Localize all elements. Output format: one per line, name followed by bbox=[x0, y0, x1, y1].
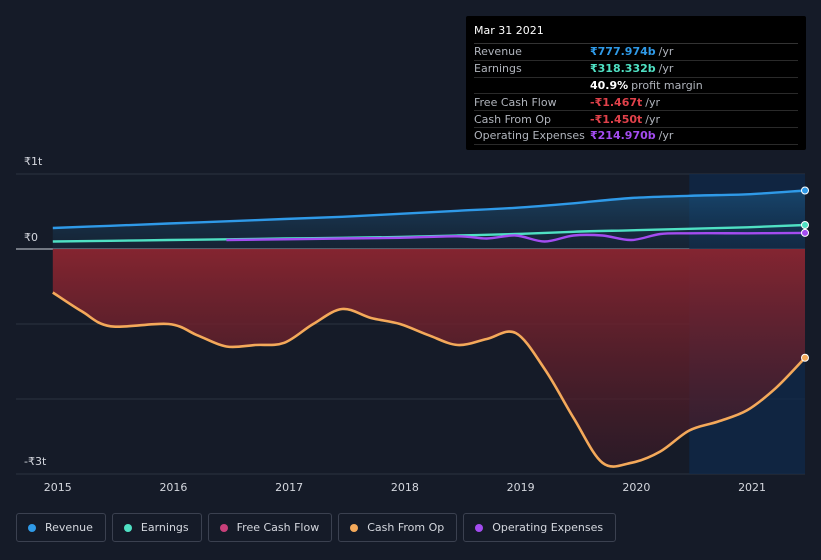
x-tick-label: 2018 bbox=[391, 481, 419, 494]
legend-label: Cash From Op bbox=[367, 521, 445, 534]
tooltip-row-value: ₹214.970b bbox=[590, 129, 656, 143]
tooltip-row-value: 40.9% bbox=[590, 78, 629, 92]
tooltip-row: Free Cash Flow -₹1.467t/yr bbox=[474, 94, 798, 112]
x-tick-label: 2019 bbox=[507, 481, 535, 494]
legend-label: Revenue bbox=[45, 521, 93, 534]
y-tick-label: ₹0 bbox=[24, 231, 38, 244]
revenue-area bbox=[52, 190, 806, 249]
operating-expenses-end-dot bbox=[801, 228, 809, 237]
tooltip-row-label: Free Cash Flow bbox=[474, 95, 557, 109]
legend-dot-icon bbox=[475, 523, 484, 532]
series-lines bbox=[52, 189, 806, 468]
tooltip-row-value: -₹1.450t bbox=[590, 112, 643, 126]
operating-expenses-line bbox=[226, 231, 806, 243]
tooltip-row-unit: /yr bbox=[658, 45, 674, 59]
tooltip-date: Mar 31 2021 bbox=[474, 22, 798, 44]
legend-dot-icon bbox=[28, 523, 36, 532]
tooltip-row-unit: profit margin bbox=[631, 78, 703, 92]
legend-item-revenue[interactable]: Revenue bbox=[16, 513, 106, 542]
series-end-dots bbox=[801, 186, 809, 362]
tooltip-row-value: ₹777.974b bbox=[590, 45, 656, 59]
tooltip-row: Operating Expenses ₹214.970b/yr bbox=[474, 128, 798, 145]
legend-item-cash-from-op[interactable]: Cash From Op bbox=[338, 513, 458, 542]
tooltip-row: Revenue ₹777.974b/yr bbox=[474, 44, 798, 61]
legend-item-operating-expenses[interactable]: Operating Expenses bbox=[463, 513, 617, 542]
legend-label: Operating Expenses bbox=[492, 521, 604, 534]
y-tick-label: -₹3t bbox=[24, 455, 47, 468]
legend-label: Earnings bbox=[140, 521, 189, 534]
cash-from-op-end-dot bbox=[801, 353, 809, 362]
x-tick-label: 2017 bbox=[275, 481, 303, 494]
series-areas bbox=[52, 190, 806, 467]
revenue-end-dot bbox=[801, 186, 809, 195]
x-tick-label: 2020 bbox=[622, 481, 650, 494]
y-tick-label: ₹1t bbox=[24, 155, 43, 168]
tooltip-row: 40.9% profit margin bbox=[474, 78, 798, 95]
x-tick-label: 2021 bbox=[738, 481, 766, 494]
revenue-line bbox=[52, 189, 806, 230]
tooltip-row-label: Revenue bbox=[474, 45, 522, 59]
legend-item-free-cash-flow[interactable]: Free Cash Flow bbox=[207, 513, 333, 542]
cash-from-op-area bbox=[52, 249, 806, 467]
tooltip-row-label: Earnings bbox=[474, 62, 522, 76]
legend-dot-icon bbox=[350, 523, 359, 532]
legend-dot-icon bbox=[123, 523, 132, 532]
tooltip-row-unit: /yr bbox=[645, 95, 661, 109]
earnings-end-dot bbox=[801, 221, 809, 229]
x-tick-label: 2016 bbox=[159, 481, 187, 494]
x-tick-label: 2015 bbox=[44, 481, 72, 494]
legend: Revenue Earnings Free Cash Flow Cash From O… bbox=[16, 513, 617, 542]
legend-dot-icon bbox=[219, 523, 228, 532]
tooltip-row: Cash From Op -₹1.450t/yr bbox=[474, 111, 798, 128]
tooltip-row: Earnings ₹318.332b/yr bbox=[474, 61, 798, 78]
x-tick-labels: 2015 2016 2017 2018 2019 2020 2021 bbox=[44, 481, 766, 494]
tooltip-row-label: Operating Expenses bbox=[474, 129, 585, 143]
tooltip-panel: Mar 31 2021 Revenue ₹777.974b/yr Earnings ₹… bbox=[466, 16, 806, 150]
cash-from-op-line bbox=[52, 291, 806, 468]
y-tick-labels: ₹1t ₹0 -₹3t bbox=[24, 155, 47, 468]
legend-item-earnings[interactable]: Earnings bbox=[111, 513, 202, 542]
tooltip-row-unit: /yr bbox=[645, 112, 661, 126]
tooltip-row-unit: /yr bbox=[658, 129, 674, 143]
tooltip-row-value: -₹1.467t bbox=[590, 95, 643, 109]
tooltip-row-value: ₹318.332b bbox=[590, 62, 656, 76]
tooltip-rows: Revenue ₹777.974b/yr Earnings ₹318.332b/yr 4… bbox=[474, 44, 798, 145]
legend-label: Free Cash Flow bbox=[236, 521, 320, 534]
tooltip-row-label: Cash From Op bbox=[474, 112, 552, 126]
tooltip-row-unit: /yr bbox=[658, 62, 674, 76]
